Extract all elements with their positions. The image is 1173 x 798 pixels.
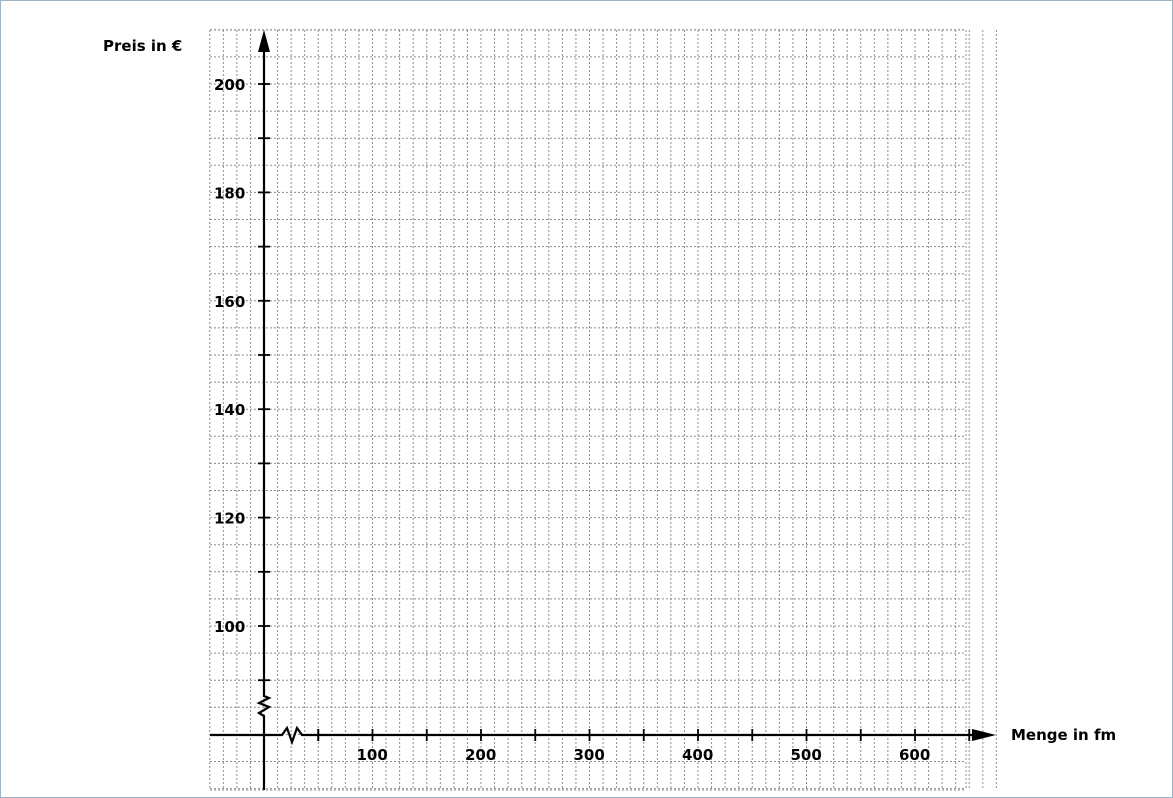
x-tick-label: 500 [791, 746, 822, 764]
y-tick-label: 160 [214, 293, 245, 311]
ticks [258, 83, 971, 741]
x-tick-label: 200 [465, 746, 496, 764]
axes [210, 30, 996, 790]
x-axis-line [210, 725, 976, 746]
tick-labels: 100 200 300 400 500 600 100 120 140 160 180 200 [214, 76, 930, 764]
y-tick-label: 140 [214, 401, 245, 419]
y-axis-arrow [258, 30, 270, 52]
y-axis-label: Preis in € [103, 37, 182, 55]
x-axis-label: Menge in fm [1011, 726, 1116, 744]
x-tick-label: 300 [574, 746, 605, 764]
y-tick-label: 120 [214, 510, 245, 528]
grid [209, 29, 997, 791]
y-tick-label: 100 [214, 618, 245, 636]
x-tick-label: 100 [357, 746, 388, 764]
y-axis-line [256, 48, 272, 790]
y-tick-label: 200 [214, 76, 245, 94]
y-tick-label: 180 [214, 184, 245, 202]
x-tick-label: 400 [682, 746, 713, 764]
x-axis-arrow [972, 729, 996, 741]
x-tick-label: 600 [899, 746, 930, 764]
